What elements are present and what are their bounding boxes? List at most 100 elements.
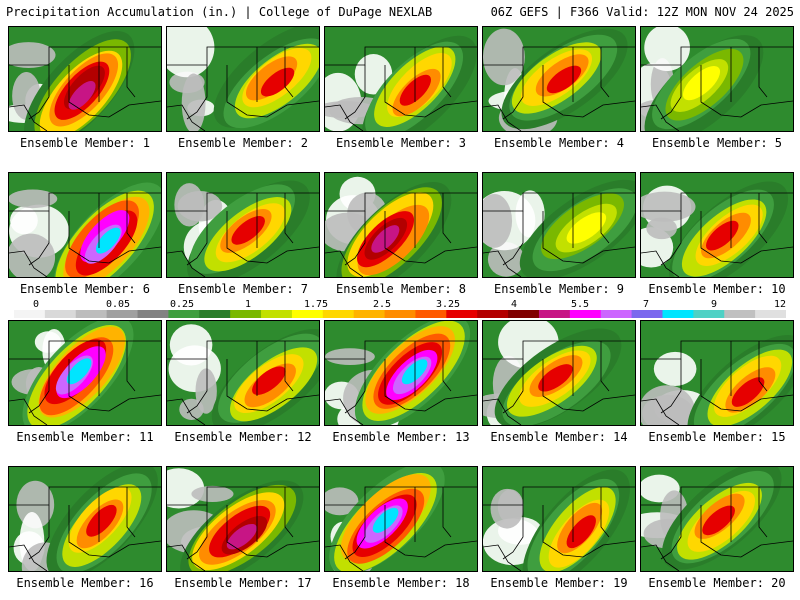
colorbar-segment	[75, 310, 108, 318]
member-label: Ensemble Member: 12	[174, 430, 312, 444]
colorbar-tick-label: 0	[32, 299, 40, 310]
ensemble-panel: Ensemble Member: 20	[640, 466, 794, 590]
colorbar-segment	[168, 310, 200, 318]
member-map	[8, 172, 162, 278]
ensemble-panel: Ensemble Member: 11	[8, 320, 162, 444]
member-map	[640, 320, 794, 426]
colorbar-tick-label: 4	[510, 299, 518, 310]
member-map	[640, 26, 794, 132]
map-title: Precipitation Accumulation (in.) | Colle…	[6, 5, 433, 19]
colorbar-tick-label: 12	[773, 299, 787, 310]
colorbar-tick-label: 1	[244, 299, 252, 310]
precip-field	[167, 173, 319, 277]
member-map	[482, 466, 636, 572]
colorbar-labels: 0 0.05 0.25 1 1.75 2.5 3.25 4 5.5 7 9 12	[14, 300, 786, 310]
precip-field	[641, 173, 793, 277]
ensemble-panel: Ensemble Member: 2	[166, 26, 320, 150]
ensemble-panel: Ensemble Member: 8	[324, 172, 478, 296]
member-label: Ensemble Member: 4	[493, 136, 625, 150]
member-map	[324, 320, 478, 426]
colorbar-tick-label: 5.5	[570, 299, 590, 310]
precip-field	[641, 27, 793, 131]
precip-field	[483, 467, 635, 571]
member-label: Ensemble Member: 3	[335, 136, 467, 150]
member-label: Ensemble Member: 18	[332, 576, 470, 590]
ensemble-panel: Ensemble Member: 3	[324, 26, 478, 150]
colorbar-segment	[137, 310, 169, 318]
ensemble-panel: Ensemble Member: 13	[324, 320, 478, 444]
member-label: Ensemble Member: 2	[177, 136, 309, 150]
colorbar-segment	[724, 310, 756, 318]
ensemble-panel: Ensemble Member: 6	[8, 172, 162, 296]
member-label: Ensemble Member: 15	[648, 430, 786, 444]
member-map	[166, 320, 320, 426]
precip-field	[483, 321, 635, 425]
colorbar-segment	[353, 310, 386, 318]
colorbar-segment	[291, 310, 324, 318]
ensemble-panel: Ensemble Member: 4	[482, 26, 636, 150]
colorbar-segment	[199, 310, 231, 318]
colorbar-segment	[631, 310, 663, 318]
colorbar-segment	[106, 310, 139, 318]
ensemble-panel: Ensemble Member: 1	[8, 26, 162, 150]
precip-field	[641, 321, 793, 425]
ensemble-panel: Ensemble Member: 10	[640, 172, 794, 296]
member-label: Ensemble Member: 8	[335, 282, 467, 296]
ensemble-panel: Ensemble Member: 5	[640, 26, 794, 150]
precip-field	[9, 173, 161, 277]
colorbar-segment	[569, 310, 602, 318]
colorbar-segment	[755, 310, 786, 318]
precip-field	[9, 27, 161, 131]
colorbar-segment	[44, 310, 77, 318]
member-label: Ensemble Member: 9	[493, 282, 625, 296]
ensemble-panel: Ensemble Member: 18	[324, 466, 478, 590]
ensemble-panel: Ensemble Member: 16	[8, 466, 162, 590]
member-label: Ensemble Member: 19	[490, 576, 628, 590]
precip-field	[9, 467, 161, 571]
member-label: Ensemble Member: 1	[19, 136, 151, 150]
colorbar-tick-label: 7	[642, 299, 650, 310]
colorbar-tick-label: 3.25	[435, 299, 461, 310]
member-map	[482, 26, 636, 132]
member-label: Ensemble Member: 6	[19, 282, 151, 296]
ensemble-panel: Ensemble Member: 9	[482, 172, 636, 296]
ensemble-panel: Ensemble Member: 19	[482, 466, 636, 590]
ensemble-panel: Ensemble Member: 7	[166, 172, 320, 296]
member-map	[640, 466, 794, 572]
member-map	[166, 26, 320, 132]
model-valid-time: 06Z GEFS | F366 Valid: 12Z MON NOV 24 20…	[490, 5, 794, 19]
colorbar-tick-label: 9	[710, 299, 718, 310]
colorbar-tick-label: 0.25	[169, 299, 195, 310]
ensemble-panel: Ensemble Member: 12	[166, 320, 320, 444]
colorbar-segment	[384, 310, 416, 318]
colorbar-segment	[662, 310, 694, 318]
member-map	[324, 466, 478, 572]
precip-field	[325, 467, 477, 571]
precip-field	[167, 467, 319, 571]
colorbar-segment	[600, 310, 633, 318]
colorbar-segment	[446, 310, 478, 318]
colorbar-segment	[415, 310, 447, 318]
precip-field	[641, 467, 793, 571]
ensemble-panel: Ensemble Member: 14	[482, 320, 636, 444]
colorbar-tick-label: 1.75	[303, 299, 329, 310]
member-map	[8, 26, 162, 132]
member-label: Ensemble Member: 13	[332, 430, 470, 444]
colorbar-segment	[322, 310, 355, 318]
member-map	[482, 172, 636, 278]
precip-colorbar: 0 0.05 0.25 1 1.75 2.5 3.25 4 5.5 7 9 12	[14, 300, 786, 320]
member-label: Ensemble Member: 11	[16, 430, 154, 444]
member-map	[640, 172, 794, 278]
precip-field	[483, 173, 635, 277]
colorbar-segment	[508, 310, 540, 318]
precip-field	[325, 173, 477, 277]
member-label: Ensemble Member: 20	[648, 576, 786, 590]
precip-field	[167, 321, 319, 425]
colorbar-segment	[230, 310, 262, 318]
member-map	[482, 320, 636, 426]
ensemble-panel: Ensemble Member: 17	[166, 466, 320, 590]
member-label: Ensemble Member: 16	[16, 576, 154, 590]
colorbar-segment	[261, 310, 293, 318]
member-label: Ensemble Member: 10	[648, 282, 786, 296]
member-label: Ensemble Member: 5	[651, 136, 783, 150]
